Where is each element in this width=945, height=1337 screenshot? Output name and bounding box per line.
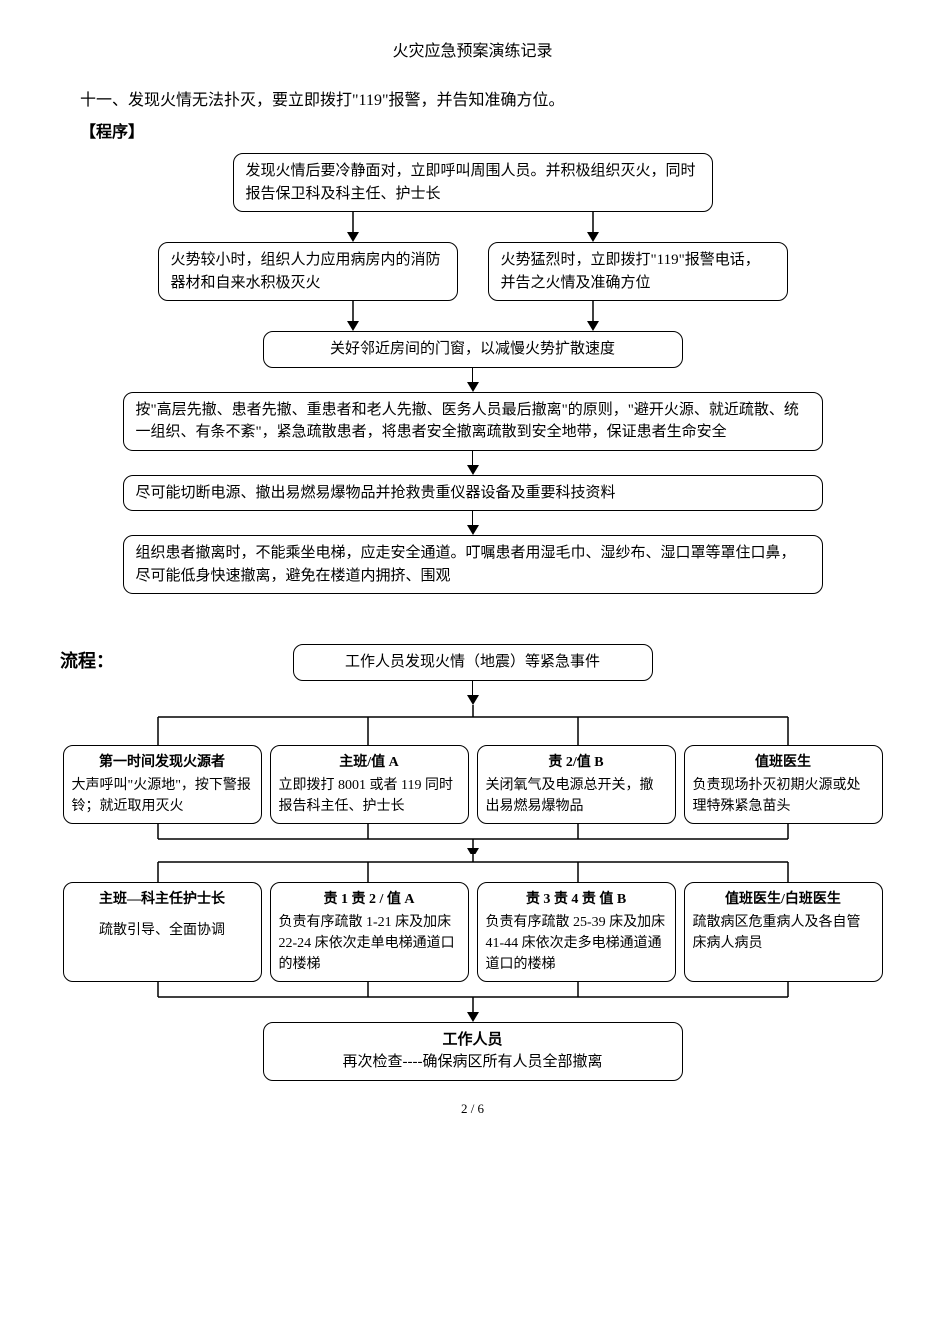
vline-n3: [472, 368, 474, 382]
node-a4-title: 值班医生: [693, 752, 874, 773]
flowchart-program: 发现火情后要冷静面对，立即呼叫周围人员。并积极组织灭火，同时报告保卫科及科主任、…: [60, 153, 885, 594]
distributor-2: [63, 854, 883, 882]
connector-split-1: [153, 212, 793, 242]
node-a3-title: 责 2/值 B: [486, 752, 667, 773]
node-b2: 责 1 责 2 / 值 A 负责有序疏散 1-21 床及加床 22-24 床依次…: [270, 882, 469, 982]
node-final: 工作人员 再次检查----确保病区所有人员全部撤离: [263, 1022, 683, 1081]
node-a2-title: 主班/值 A: [279, 752, 460, 773]
node-a4-text: 负责现场扑灭初期火源或处理特殊紧急苗头: [693, 775, 874, 817]
intro-text: 十一、发现火情无法扑灭，要立即拨打"119"报警，并告知准确方位。: [60, 89, 885, 113]
page-number: 2 / 6: [60, 1099, 885, 1119]
node-a1-text: 大声呼叫"火源地"，按下警报铃；就近取用灭火: [72, 775, 253, 817]
node-final-title: 工作人员: [276, 1029, 670, 1052]
flowchart-process: 流程： 工作人员发现火情（地震）等紧急事件 第一时间发现火源者 大声呼叫"火源地…: [60, 644, 885, 1081]
node-b3: 责 3 责 4 责 值 B 负责有序疏散 25-39 床及加床 41-44 床依…: [477, 882, 676, 982]
distributor-1: [63, 705, 883, 745]
arrow-n3: [467, 382, 479, 392]
node-n1: 发现火情后要冷静面对，立即呼叫周围人员。并积极组织灭火，同时报告保卫科及科主任、…: [233, 153, 713, 212]
node-n4: 按"高层先撤、患者先撤、重患者和老人先撤、医务人员最后撤离"的原则，"避开火源、…: [123, 392, 823, 451]
node-b1: 主班—科主任护士长 疏散引导、全面协调: [63, 882, 262, 982]
node-b3-text: 负责有序疏散 25-39 床及加床 41-44 床依次走多电梯通道通道口的楼梯: [486, 912, 667, 975]
node-a2: 主班/值 A 立即拨打 8001 或者 119 同时报告科主任、护士长: [270, 745, 469, 824]
node-b2-title: 责 1 责 2 / 值 A: [279, 889, 460, 910]
node-n6: 组织患者撤离时，不能乘坐电梯，应走安全通道。叮嘱患者用湿毛巾、湿纱布、湿口罩等罩…: [123, 535, 823, 594]
node-n4-text: 按"高层先撤、患者先撤、重患者和老人先撤、医务人员最后撤离"的原则，"避开火源、…: [136, 402, 799, 441]
node-b4-text: 疏散病区危重病人及各自管床病人病员: [693, 912, 874, 954]
row-level2: 主班—科主任护士长 疏散引导、全面协调 责 1 责 2 / 值 A 负责有序疏散…: [63, 882, 883, 982]
vline-n5: [472, 511, 474, 525]
row-level1: 第一时间发现火源者 大声呼叫"火源地"，按下警报铃；就近取用灭火 主班/值 A …: [63, 745, 883, 824]
collector-1: [63, 824, 883, 854]
node-n1-text: 发现火情后要冷静面对，立即呼叫周围人员。并积极组织灭火，同时报告保卫科及科主任、…: [246, 163, 696, 202]
vline-root: [472, 681, 474, 695]
node-a3-text: 关闭氧气及电源总开关，撤出易燃易爆物品: [486, 775, 667, 817]
node-n3: 关好邻近房间的门窗，以减慢火势扩散速度: [263, 331, 683, 368]
node-n5-text: 尽可能切断电源、撤出易燃易爆物品并抢救贵重仪器设备及重要科技资料: [136, 485, 616, 501]
node-b1-title: 主班—科主任护士长: [72, 889, 253, 910]
vline-n4: [472, 451, 474, 465]
node-b4-title: 值班医生/白班医生: [693, 889, 874, 910]
page-title: 火灾应急预案演练记录: [60, 40, 885, 64]
flow-label: 流程：: [60, 648, 114, 675]
node-b4: 值班医生/白班医生 疏散病区危重病人及各自管床病人病员: [684, 882, 883, 982]
node-a3: 责 2/值 B 关闭氧气及电源总开关，撤出易燃易爆物品: [477, 745, 676, 824]
node-n5: 尽可能切断电源、撤出易燃易爆物品并抢救贵重仪器设备及重要科技资料: [123, 475, 823, 512]
program-label: 【程序】: [80, 121, 885, 145]
node-n2b: 火势猛烈时，立即拨打"119"报警电话，并告之火情及准确方位: [488, 242, 788, 301]
node-n2b-text: 火势猛烈时，立即拨打"119"报警电话，并告之火情及准确方位: [501, 252, 760, 291]
node-b3-title: 责 3 责 4 责 值 B: [486, 889, 667, 910]
node-a4: 值班医生 负责现场扑灭初期火源或处理特殊紧急苗头: [684, 745, 883, 824]
node-a2-text: 立即拨打 8001 或者 119 同时报告科主任、护士长: [279, 775, 460, 817]
arrow-root: [467, 695, 479, 705]
node-n2a-text: 火势较小时，组织人力应用病房内的消防器材和自来水积极灭火: [171, 252, 441, 291]
node-b2-text: 负责有序疏散 1-21 床及加床 22-24 床依次走单电梯通道口的楼梯: [279, 912, 460, 975]
node-final-text: 再次检查----确保病区所有人员全部撤离: [276, 1051, 670, 1074]
arrow-n4: [467, 465, 479, 475]
node-n3-text: 关好邻近房间的门窗，以减慢火势扩散速度: [330, 341, 615, 357]
node-a1: 第一时间发现火源者 大声呼叫"火源地"，按下警报铃；就近取用灭火: [63, 745, 262, 824]
node-root-text: 工作人员发现火情（地震）等紧急事件: [345, 654, 600, 670]
collector-2: [63, 982, 883, 1022]
connector-merge-1: [153, 301, 793, 331]
node-a1-title: 第一时间发现火源者: [72, 752, 253, 773]
node-root: 工作人员发现火情（地震）等紧急事件: [293, 644, 653, 681]
node-n6-text: 组织患者撤离时，不能乘坐电梯，应走安全通道。叮嘱患者用湿毛巾、湿纱布、湿口罩等罩…: [136, 545, 796, 584]
arrow-n5: [467, 525, 479, 535]
node-b1-text: 疏散引导、全面协调: [72, 920, 253, 941]
node-n2a: 火势较小时，组织人力应用病房内的消防器材和自来水积极灭火: [158, 242, 458, 301]
row-n2: 火势较小时，组织人力应用病房内的消防器材和自来水积极灭火 火势猛烈时，立即拨打"…: [153, 242, 793, 301]
